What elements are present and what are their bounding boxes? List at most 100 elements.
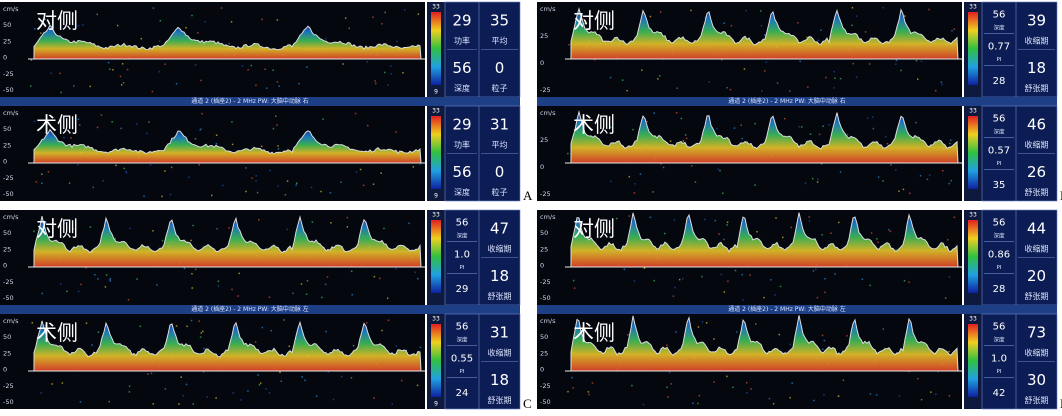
scale-max: 33 (432, 212, 440, 219)
speckle (713, 381, 715, 383)
readout-value: 56 (993, 114, 1006, 125)
speckle (30, 59, 33, 61)
speckle (325, 37, 327, 40)
speckle (764, 70, 766, 72)
speckle (920, 60, 923, 63)
speckle (60, 283, 62, 285)
speckle (820, 29, 822, 31)
readout-label: 深度 (456, 231, 468, 239)
speckle (251, 177, 253, 179)
speckle (942, 169, 944, 172)
speckle (726, 224, 728, 226)
speckle (247, 68, 249, 71)
speckle (746, 392, 748, 394)
speckle (300, 283, 303, 285)
speckle (593, 58, 596, 61)
speckle (890, 164, 892, 166)
readout-label: 功率 (454, 139, 470, 149)
speckle (194, 64, 197, 66)
speckle (908, 281, 910, 283)
speckle (31, 322, 34, 324)
readout-value: 29 (452, 116, 471, 134)
speckle (149, 164, 152, 166)
speckle (714, 219, 717, 222)
speckle (584, 22, 586, 25)
readout-value: 56 (993, 322, 1006, 333)
speckle (228, 42, 230, 45)
speckle (756, 230, 758, 233)
speckle (372, 16, 374, 18)
speckle (573, 287, 576, 289)
readout-value: 28 (993, 76, 1006, 87)
readout-label: 深度 (993, 127, 1005, 135)
speckle (813, 399, 815, 402)
speckle (330, 222, 332, 224)
speckle (609, 227, 612, 229)
speckle (673, 219, 676, 221)
speckle (70, 137, 72, 139)
speckle (35, 181, 38, 183)
readout-label: 舒张期 (1025, 395, 1049, 405)
speckle (825, 76, 827, 79)
y-tick-label: 50 (540, 229, 548, 237)
speckle (152, 7, 155, 9)
speckle (47, 171, 50, 173)
speckle (386, 297, 389, 300)
speckle (941, 83, 943, 86)
speckle (64, 222, 66, 224)
speckle (277, 148, 280, 150)
speckle (102, 180, 104, 182)
speckle (875, 394, 878, 396)
speckle (851, 24, 853, 27)
speckle (125, 171, 128, 174)
speckle (381, 22, 383, 25)
speckle (869, 393, 872, 395)
speckle (185, 383, 188, 386)
speckle (332, 398, 335, 401)
speckle (685, 137, 688, 140)
speckle (882, 7, 885, 9)
speckle (310, 186, 313, 189)
speckle (265, 388, 267, 390)
speckle (283, 319, 285, 321)
speckle (571, 376, 573, 379)
speckle (612, 113, 614, 116)
speckle (815, 268, 817, 271)
speckle (812, 270, 815, 272)
side-label: 对侧 (36, 217, 78, 241)
speckle (354, 112, 357, 115)
speckle (194, 137, 197, 140)
speckle (260, 145, 263, 148)
speckle (668, 371, 671, 374)
speckle (882, 328, 885, 330)
speckle (953, 28, 956, 30)
speckle (136, 278, 138, 280)
y-tick-label: -50 (540, 398, 551, 406)
speckle (139, 325, 142, 328)
speckle (396, 40, 398, 43)
speckle (838, 352, 840, 354)
speckle (723, 291, 726, 293)
color-bar (431, 220, 441, 293)
readout-value: 44 (1027, 220, 1046, 238)
speckle (720, 58, 723, 61)
speckle (136, 122, 138, 125)
speckle (876, 238, 878, 240)
speckle (217, 280, 220, 283)
speckle (778, 333, 781, 336)
readout-value: 39 (1027, 12, 1046, 30)
speckle (775, 217, 777, 219)
readout-value: 0.86 (988, 249, 1010, 260)
header-text: 通道 2 (插座2) - 2 MHz PW: 大脑中动脉 左 (191, 305, 309, 313)
speckle (821, 348, 824, 351)
speckle (763, 296, 765, 299)
speckle (402, 72, 404, 74)
speckle (774, 294, 776, 296)
speckle (729, 88, 732, 91)
speckle (152, 403, 154, 405)
speckle (674, 286, 676, 289)
speckle (704, 218, 706, 221)
speckle (713, 338, 715, 340)
speckle (77, 24, 80, 27)
speckle (387, 84, 389, 86)
